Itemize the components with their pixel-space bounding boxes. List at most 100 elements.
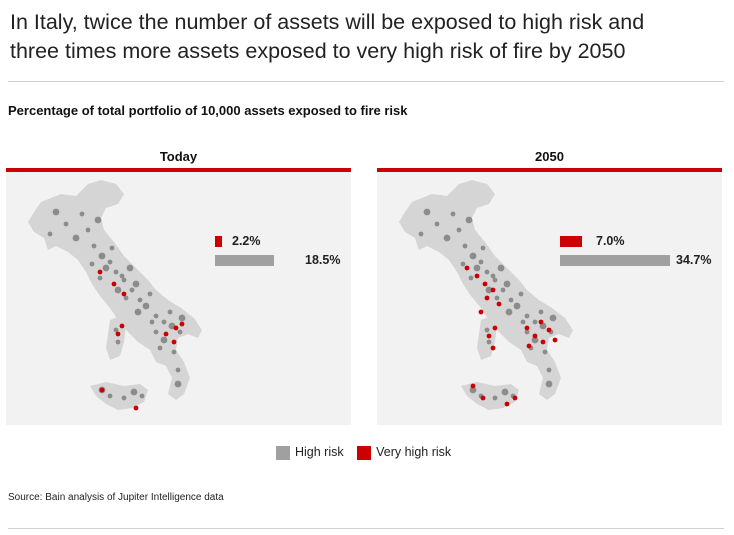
- very-high-risk-dot: [111, 281, 117, 287]
- very-high-risk-dots-2050: [464, 265, 558, 407]
- legend-label-very-high-risk: Very high risk: [376, 445, 452, 460]
- high-risk-dot: [524, 329, 530, 335]
- high-risk-dot: [139, 393, 145, 399]
- very-high-risk-dot: [538, 319, 544, 325]
- high-risk-dot: [63, 221, 69, 227]
- legend-item-very-high-risk: Very high risk: [357, 445, 452, 461]
- very-high-risk-dot: [484, 295, 490, 301]
- high-risk-dot: [98, 252, 106, 260]
- high-risk-dot: [492, 277, 498, 283]
- high-risk-dot: [480, 245, 486, 251]
- high-risk-dot: [443, 234, 451, 242]
- high-risk-dot: [545, 380, 553, 388]
- very-high-risk-dot: [115, 331, 121, 337]
- high-risk-dot: [113, 269, 119, 275]
- very-high-risk-dot: [179, 321, 185, 327]
- high-risk-dot: [513, 302, 521, 310]
- high-risk-dot: [468, 275, 474, 281]
- high-risk-dot: [503, 280, 511, 288]
- top-divider: [8, 81, 724, 82]
- high-risk-dot: [142, 302, 150, 310]
- high-risk-dot: [492, 395, 498, 401]
- high-risk-dot: [47, 231, 53, 237]
- very-high-risk-dot: [490, 287, 496, 293]
- high-risk-dot: [546, 367, 552, 373]
- italy-map-2050: [399, 180, 573, 410]
- bar-high-2050: [560, 255, 670, 266]
- very-high-risk-dot: [524, 325, 530, 331]
- high-risk-dot: [531, 336, 539, 344]
- high-risk-dot: [469, 386, 477, 394]
- high-risk-dot: [102, 264, 110, 272]
- italy-map-today: [28, 180, 202, 411]
- high-risk-dot: [485, 286, 493, 294]
- high-risk-dot: [119, 273, 125, 279]
- bar-label-very-high-today: 2.2%: [232, 234, 261, 248]
- high-risk-dot: [161, 319, 167, 325]
- high-risk-dot: [121, 277, 127, 283]
- high-risk-dot: [137, 297, 143, 303]
- chart-subtitle: Percentage of total portfolio of 10,000 …: [8, 103, 408, 118]
- high-risk-dot: [167, 309, 173, 315]
- very-high-risk-dot: [474, 273, 480, 279]
- high-risk-dot: [121, 395, 127, 401]
- high-risk-dot: [129, 287, 135, 293]
- high-risk-dot: [518, 291, 524, 297]
- high-risk-dot: [157, 345, 163, 351]
- high-risk-dot: [497, 264, 505, 272]
- legend-item-high-risk: High risk: [276, 445, 344, 461]
- high-risk-dot: [478, 259, 484, 265]
- high-risk-dot: [91, 243, 97, 249]
- high-risk-dot: [484, 327, 490, 333]
- high-risk-dot: [175, 367, 181, 373]
- high-risk-dot: [174, 380, 182, 388]
- high-risk-dot: [460, 261, 466, 267]
- bottom-divider: [8, 528, 724, 529]
- very-high-risk-dot: [480, 395, 486, 401]
- high-risk-dot: [486, 339, 492, 345]
- very-high-risk-dot: [546, 327, 552, 333]
- high-risk-dot: [542, 349, 548, 355]
- high-risk-dot: [434, 221, 440, 227]
- very-high-risk-dot: [119, 323, 125, 329]
- high-risk-dot: [123, 295, 129, 301]
- high-risk-dot: [501, 388, 509, 396]
- high-risk-dot: [505, 308, 513, 316]
- source-note: Source: Bain analysis of Jupiter Intelli…: [8, 492, 224, 503]
- high-risk-dot: [524, 313, 530, 319]
- very-high-risk-dot: [512, 395, 518, 401]
- chart-title: In Italy, twice the number of assets wil…: [10, 8, 710, 66]
- high-risk-dot: [508, 297, 514, 303]
- high-risk-dot: [52, 208, 60, 216]
- high-risk-dot: [484, 269, 490, 275]
- high-risk-dot: [450, 211, 456, 217]
- very-high-risk-dots-today: [97, 269, 185, 411]
- very-high-risk-dot: [478, 309, 484, 315]
- panel-title-today: Today: [6, 148, 351, 168]
- high-risk-dot: [500, 287, 506, 293]
- high-risk-dot: [473, 264, 481, 272]
- very-high-risk-dot: [496, 301, 502, 307]
- very-high-risk-dot: [133, 405, 139, 411]
- high-risk-dot: [149, 319, 155, 325]
- legend-swatch-very-high-risk: [357, 446, 372, 461]
- high-risk-dot: [520, 319, 526, 325]
- high-risk-dot: [114, 286, 122, 294]
- high-risk-dot: [153, 313, 159, 319]
- title-line-1: In Italy, twice the number of assets wil…: [10, 10, 645, 34]
- high-risk-dot: [72, 234, 80, 242]
- high-risk-dot: [113, 327, 119, 333]
- bar-label-high-today: 18.5%: [305, 253, 341, 267]
- high-risk-dot: [109, 245, 115, 251]
- high-risk-dot: [147, 291, 153, 297]
- high-risk-dot: [490, 273, 496, 279]
- legend-swatch-high-risk: [276, 446, 290, 461]
- high-risk-dot: [107, 393, 113, 399]
- legend: High risk Very high risk: [276, 445, 461, 461]
- very-high-risk-dot: [470, 383, 476, 389]
- high-risk-dot: [79, 211, 85, 217]
- panel-today: Today 2.2% 18.5%: [6, 148, 351, 425]
- very-high-risk-dot: [532, 333, 538, 339]
- bar-label-high-2050: 34.7%: [676, 253, 712, 267]
- high-risk-dot: [134, 308, 142, 316]
